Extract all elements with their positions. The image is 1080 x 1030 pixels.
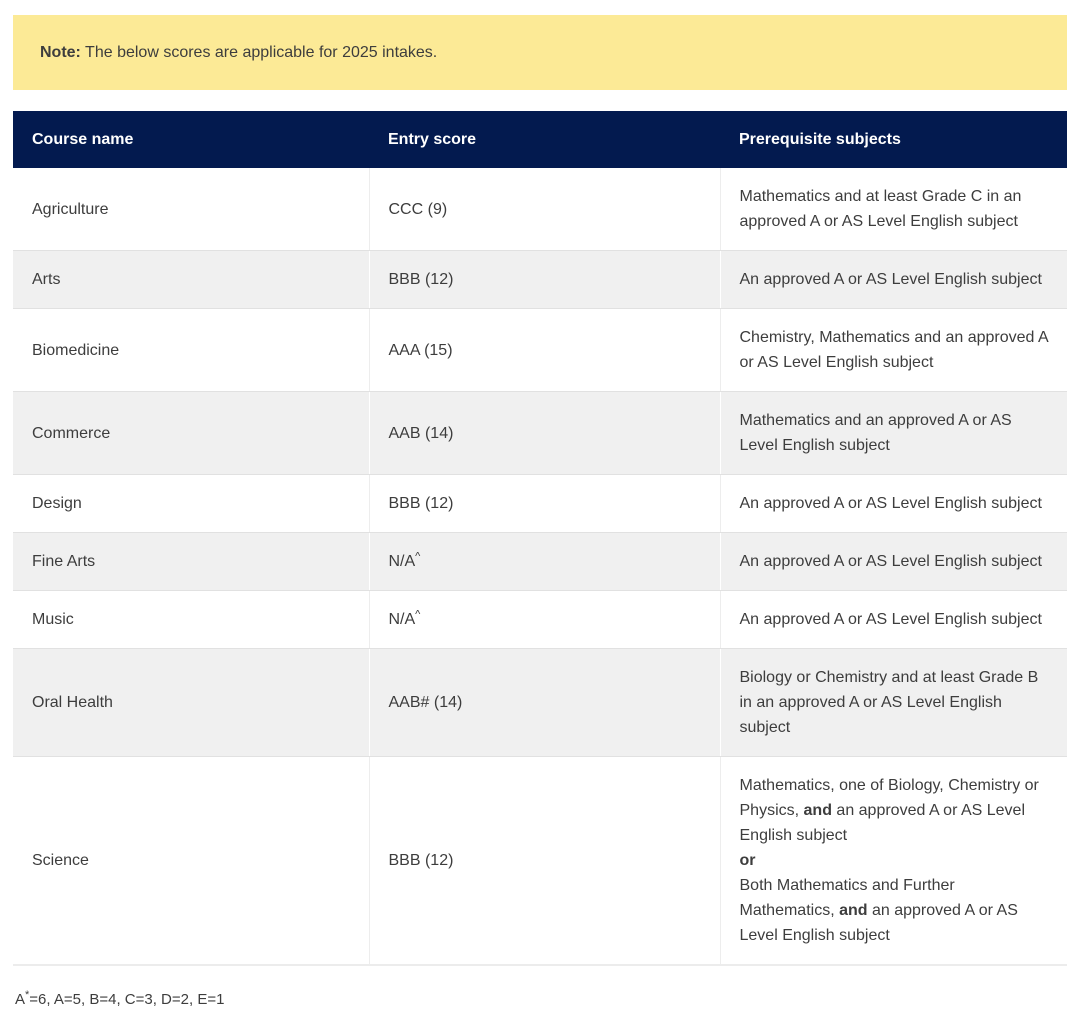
table-row: Biomedicine AAA (15) Chemistry, Mathematic… <box>13 308 1067 392</box>
course-name-cell: Science <box>13 756 369 966</box>
entry-scores-table: Course name Entry score Prerequisite sub… <box>13 111 1067 966</box>
entry-score-cell: AAB (14) <box>368 391 720 475</box>
table-header-row: Course name Entry score Prerequisite sub… <box>13 111 1067 168</box>
entry-score-cell: N/A^ <box>368 532 720 591</box>
prerequisite-cell: Chemistry, Mathematics and an approved A… <box>719 308 1067 392</box>
course-name-cell: Arts <box>13 250 369 309</box>
table-row: Music N/A^ An approved A or AS Level Engli… <box>13 590 1067 649</box>
prerequisite-cell: Mathematics, one of Biology, Chemistry o… <box>719 756 1067 966</box>
score-legend: A*=6, A=5, B=4, C=3, D=2, E=1 <box>15 990 1067 1010</box>
course-name-cell: Fine Arts <box>13 532 369 591</box>
note-banner: Note: The below scores are applicable fo… <box>13 15 1067 90</box>
entry-score-cell: BBB (12) <box>368 250 720 309</box>
prerequisite-cell: Mathematics and an approved A or AS Leve… <box>719 391 1067 475</box>
prerequisite-cell: Biology or Chemistry and at least Grade … <box>719 648 1067 757</box>
table-body: Agriculture CCC (9) Mathematics and at lea… <box>13 168 1067 966</box>
course-name-cell: Commerce <box>13 391 369 475</box>
legend-prefix: A <box>15 991 26 1008</box>
course-name-cell: Music <box>13 590 369 649</box>
header-entry-score: Entry score <box>369 111 720 168</box>
entry-score-cell: BBB (12) <box>368 474 720 533</box>
prerequisite-cell: An approved A or AS Level English subjec… <box>719 474 1067 533</box>
entry-score-cell: CCC (9) <box>368 168 720 251</box>
table-row: Arts BBB (12) An approved A or AS Level En… <box>13 250 1067 309</box>
note-label: Note: <box>40 44 81 61</box>
prerequisite-cell: An approved A or AS Level English subjec… <box>719 250 1067 309</box>
score-superscript: ^ <box>415 550 421 563</box>
table-row: Fine Arts N/A^ An approved A or AS Level E… <box>13 532 1067 591</box>
score-superscript: ^ <box>415 608 421 621</box>
course-name-cell: Biomedicine <box>13 308 369 392</box>
prerequisite-cell: An approved A or AS Level English subjec… <box>719 590 1067 649</box>
header-prerequisite-subjects: Prerequisite subjects <box>720 111 1067 168</box>
table-row: Oral Health AAB# (14) Biology or Chemistry… <box>13 648 1067 757</box>
note-text: The below scores are applicable for 2025… <box>85 44 438 61</box>
header-course-name: Course name <box>13 111 369 168</box>
course-name-cell: Oral Health <box>13 648 369 757</box>
course-name-cell: Agriculture <box>13 168 369 251</box>
entry-score-cell: N/A^ <box>368 590 720 649</box>
entry-score-cell: AAA (15) <box>368 308 720 392</box>
entry-score-cell: BBB (12) <box>368 756 720 966</box>
course-name-cell: Design <box>13 474 369 533</box>
legend-rest: =6, A=5, B=4, C=3, D=2, E=1 <box>29 991 225 1008</box>
table-row: Agriculture CCC (9) Mathematics and at lea… <box>13 168 1067 251</box>
prerequisite-cell: An approved A or AS Level English subjec… <box>719 532 1067 591</box>
table-row: Science BBB (12) Mathematics, one of Biolo… <box>13 756 1067 966</box>
entry-score-cell: AAB# (14) <box>368 648 720 757</box>
table-row: Design BBB (12) An approved A or AS Level … <box>13 474 1067 533</box>
table-row: Commerce AAB (14) Mathematics and an appro… <box>13 391 1067 475</box>
prerequisite-cell: Mathematics and at least Grade C in an a… <box>719 168 1067 251</box>
